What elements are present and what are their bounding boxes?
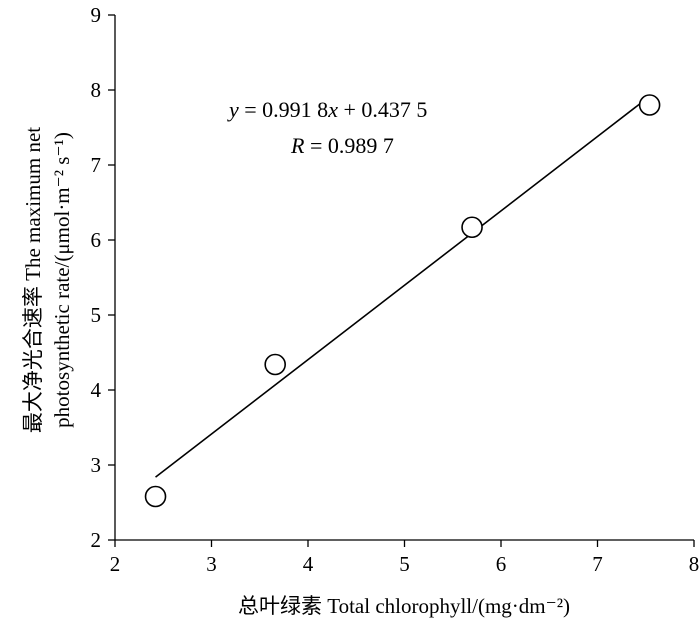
y-tick-label: 8 [91, 78, 102, 102]
x-tick-label: 3 [206, 552, 217, 576]
y-tick-label: 5 [91, 303, 102, 327]
data-point [264, 353, 286, 376]
x-tick-label: 4 [303, 552, 314, 576]
y-axis-label-line2: photosynthetic rate/(μmol·m⁻² s⁻¹) [50, 132, 74, 428]
data-point [638, 94, 661, 116]
x-tick-label: 2 [110, 552, 121, 576]
data-point [461, 216, 483, 239]
data-point [144, 485, 167, 508]
equation-annotation: y = 0.991 8x + 0.437 5 [227, 97, 427, 122]
y-tick-label: 6 [91, 228, 102, 252]
y-tick-label: 3 [91, 453, 102, 477]
x-tick-label: 8 [689, 552, 700, 576]
x-axis-label: 总叶绿素 Total chlorophyll/(mg·dm⁻²) [238, 594, 570, 618]
y-ticks: 2 3 4 5 6 7 8 9 [91, 3, 115, 552]
regression-line [155, 100, 644, 478]
y-tick-label: 7 [91, 153, 102, 177]
y-axis-label-line1: 最大净光合速率 The maximum net [21, 127, 45, 433]
data-points [144, 94, 661, 508]
x-ticks: 2 3 4 5 6 7 8 [110, 540, 700, 576]
fit-line-group [155, 100, 644, 478]
x-tick-label: 7 [592, 552, 603, 576]
y-tick-label: 9 [91, 3, 102, 27]
y-tick-label: 4 [91, 378, 102, 402]
x-tick-label: 5 [399, 552, 410, 576]
axes [114, 15, 694, 541]
r-annotation: R = 0.989 7 [290, 133, 394, 158]
y-tick-label: 2 [91, 528, 102, 552]
x-tick-label: 6 [496, 552, 507, 576]
